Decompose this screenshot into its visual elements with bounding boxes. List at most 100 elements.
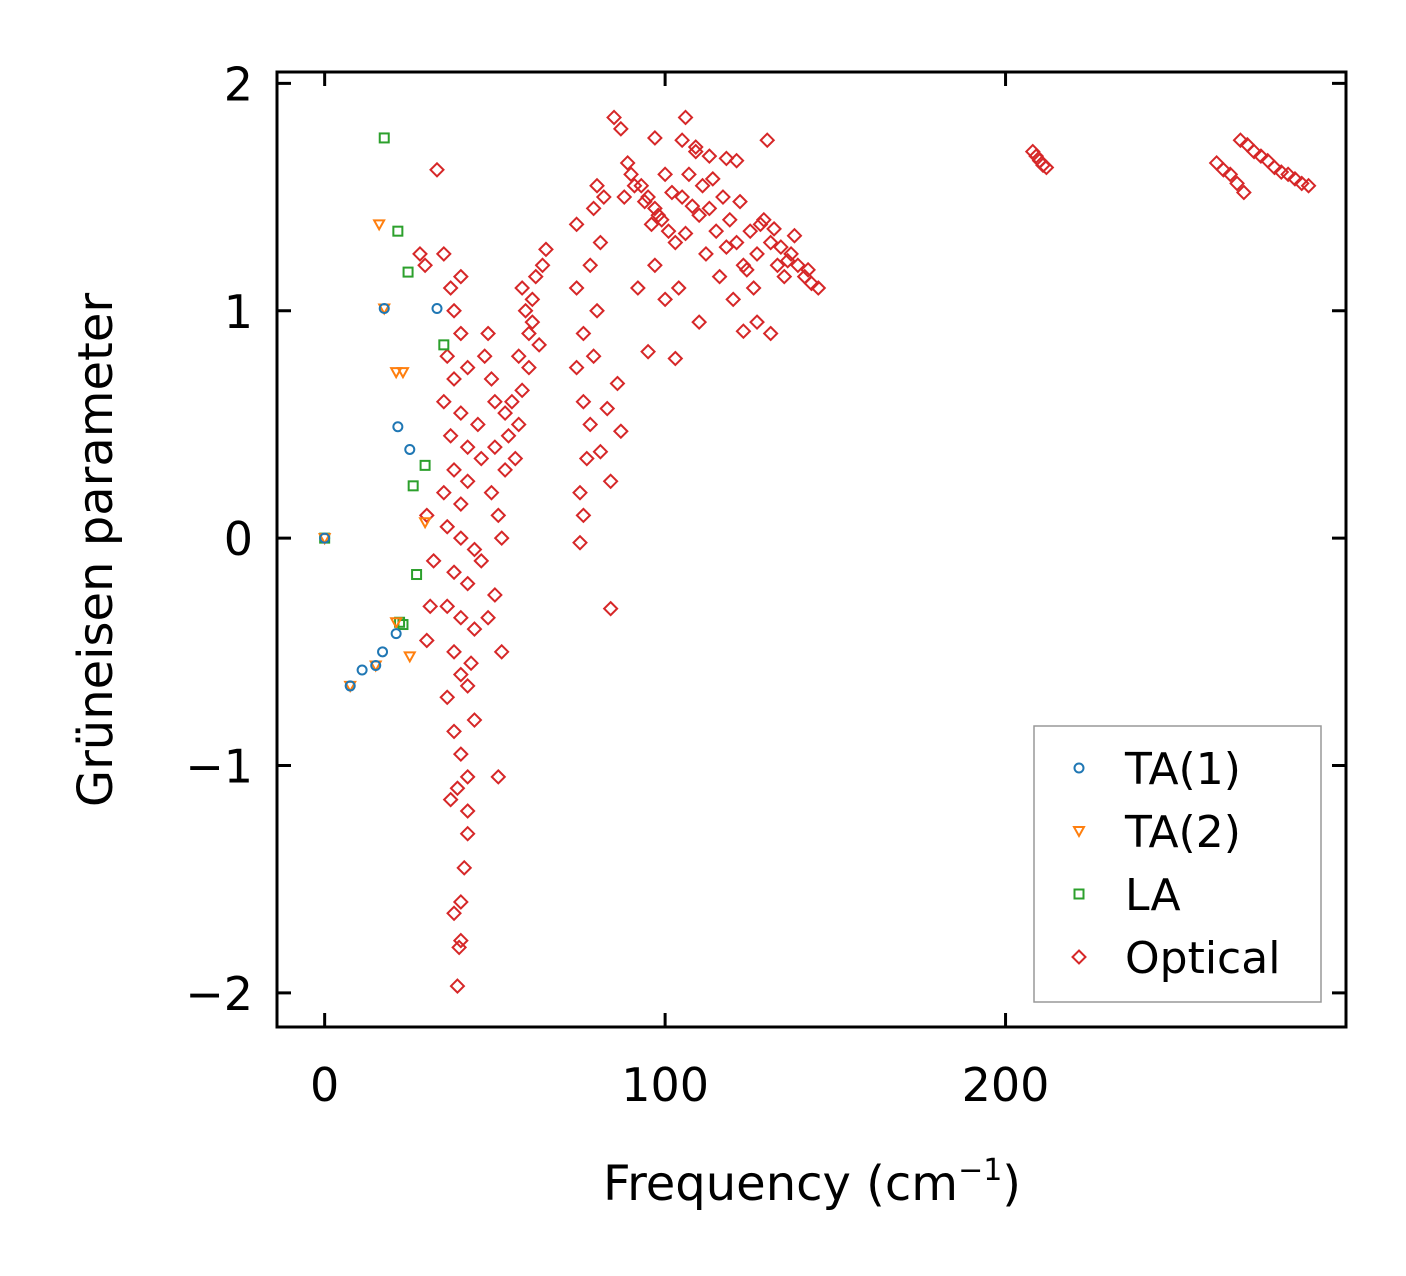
plot-area [275, 70, 1348, 1029]
data-point [691, 207, 708, 224]
data-point [725, 291, 742, 308]
data-point [585, 348, 602, 365]
data-point [452, 894, 469, 910]
data-point [572, 484, 588, 501]
data-point [643, 216, 660, 233]
data-point [404, 443, 416, 455]
data-point [396, 367, 410, 380]
legend: TA(1) TA(2) LA Optical [1033, 725, 1322, 1003]
data-point [417, 257, 434, 274]
data-point [677, 225, 694, 242]
data-point [459, 439, 476, 456]
data-point [1287, 170, 1303, 187]
data-point [524, 291, 541, 308]
data-point [459, 768, 476, 785]
data-point [694, 177, 711, 194]
data-point [372, 219, 386, 232]
data-point [779, 252, 796, 269]
data-point [599, 400, 616, 417]
data-point [619, 155, 636, 171]
data-point [762, 234, 779, 251]
data-point [810, 280, 827, 296]
data-point [466, 712, 483, 728]
data-point [687, 143, 704, 160]
data-point [803, 275, 820, 292]
data-point [602, 473, 619, 490]
x-axis-title: Frequency (cm−1) [603, 1153, 1021, 1212]
data-point [510, 348, 527, 365]
data-point [497, 462, 514, 478]
data-point [377, 646, 389, 658]
data-point [439, 348, 456, 365]
data-point [742, 223, 759, 240]
data-point [459, 359, 476, 376]
data-point [510, 416, 527, 433]
data-point [572, 534, 588, 551]
series-optical [412, 109, 1317, 994]
data-point [490, 507, 507, 524]
data-point [459, 473, 476, 490]
data-point [422, 598, 439, 615]
data-point [411, 569, 423, 581]
data-point [442, 791, 459, 808]
data-point [609, 375, 626, 392]
data-marks [317, 109, 1317, 994]
y-tick-labels: −2 −1 0 1 2 [185, 57, 253, 1021]
data-point [687, 139, 704, 155]
data-point [582, 416, 599, 433]
y-tick-label: 2 [224, 57, 253, 111]
data-point [745, 280, 762, 296]
data-point [667, 350, 684, 367]
data-point [585, 200, 602, 217]
data-point [738, 261, 755, 278]
data-point [446, 564, 462, 581]
data-point [503, 393, 520, 410]
data-point [452, 746, 469, 763]
data-point [766, 220, 782, 237]
data-point [480, 325, 496, 342]
data-point [392, 225, 404, 237]
y-tick-label: −1 [185, 740, 253, 794]
data-point [486, 439, 503, 456]
data-point [514, 382, 531, 399]
data-point [718, 239, 735, 255]
data-point [1229, 175, 1245, 192]
data-point [469, 416, 486, 433]
data-point [497, 405, 514, 421]
x-tick-label: 200 [962, 1058, 1050, 1112]
data-point [370, 659, 382, 671]
data-point [403, 651, 417, 664]
legend-marker-square [1073, 888, 1085, 900]
data-point [439, 518, 456, 535]
data-point [701, 148, 718, 165]
data-point [486, 393, 503, 410]
data-point [575, 507, 592, 524]
data-point [616, 189, 633, 205]
data-point [592, 234, 609, 251]
data-point [612, 120, 629, 137]
legend-marker-diamond [1071, 949, 1087, 965]
data-point [392, 421, 404, 433]
data-point [708, 223, 725, 240]
data-point [493, 530, 510, 547]
x-tick-labels: 0 100 200 [310, 1058, 1049, 1112]
data-point [344, 680, 356, 692]
data-point [1252, 148, 1269, 165]
data-point [667, 234, 684, 251]
data-point [473, 552, 490, 569]
data-point [517, 302, 534, 319]
data-point [425, 552, 442, 569]
data-point [531, 336, 548, 353]
data-point [602, 600, 619, 617]
data-point [446, 723, 462, 740]
data-point [449, 780, 466, 797]
data-point [466, 541, 483, 558]
data-point [442, 280, 459, 296]
data-point [507, 450, 524, 467]
x-tick-label: 0 [310, 1058, 339, 1112]
data-point [711, 268, 728, 285]
data-point [575, 325, 592, 342]
data-point [456, 859, 473, 876]
data-point [452, 325, 469, 342]
series-ta-1- [319, 302, 443, 692]
